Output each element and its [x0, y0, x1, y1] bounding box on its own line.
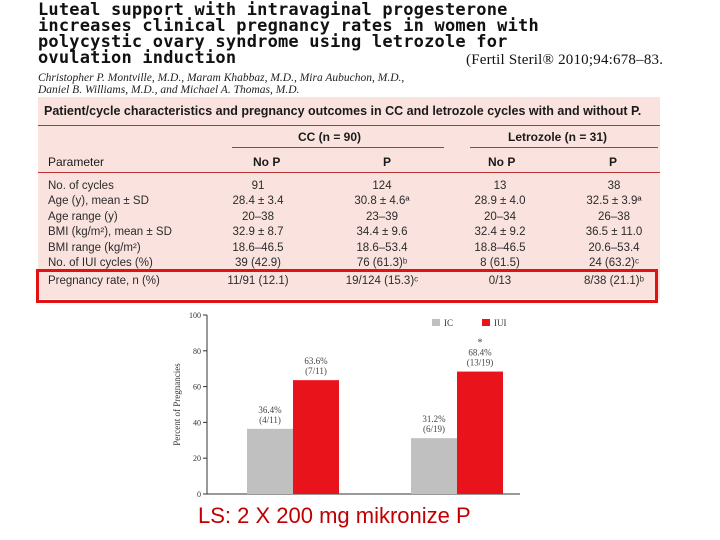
table-cell: 38 — [607, 180, 621, 192]
group-header-cc: CC (n = 90) — [298, 130, 362, 144]
data-sublabel: (4/11) — [259, 415, 281, 425]
y-tick-label: 80 — [193, 347, 201, 356]
group-rule-cc — [232, 147, 444, 148]
table-cell: 36.5 ± 11.0 — [585, 226, 643, 238]
table-cell: 32.9 ± 8.7 — [232, 226, 284, 238]
row-label: Pregnancy rate, n (%) — [48, 275, 160, 287]
data-label: 63.6% — [304, 356, 328, 366]
title-line-3: polycystic ovary syndrome using letrozol… — [38, 32, 508, 52]
table-cell: 26–38 — [598, 211, 630, 223]
row-label: No. of IUI cycles (%) — [48, 257, 153, 269]
row-label: Age range (y) — [48, 211, 118, 223]
table-cell: 24 (63.2)ᶜ — [588, 257, 640, 269]
paper-title: Luteal support with intravaginal progest… — [38, 0, 678, 69]
table-cell: 28.9 ± 4.0 — [474, 195, 526, 207]
row-label: BMI range (kg/m²) — [48, 242, 141, 254]
y-tick-label: 60 — [193, 383, 201, 392]
bar-ic — [247, 428, 293, 494]
table-cell: 39 (42.9) — [234, 257, 282, 269]
table-rule-top — [38, 125, 660, 126]
table-cell: 20–34 — [484, 211, 516, 223]
significance-star: * — [478, 338, 483, 349]
y-tick-label: 20 — [193, 454, 201, 463]
table-cell: 32.5 ± 3.9ª — [586, 195, 642, 207]
title-line-2: increases clinical pregnancy rates in wo… — [38, 16, 539, 36]
table-cell: 0/13 — [488, 275, 512, 287]
table-rule-header — [38, 172, 660, 173]
table-cell: 8/38 (21.1)ᵇ — [584, 275, 644, 287]
y-tick-label: 0 — [197, 490, 201, 499]
col-header-let-p: P — [609, 155, 618, 169]
table-cell: 19/124 (15.3)ᶜ — [345, 275, 419, 287]
table-cell: 30.8 ± 4.6ª — [354, 195, 410, 207]
table-cell: 124 — [372, 180, 392, 192]
table-cell: 76 (61.3)ᵇ — [356, 257, 408, 269]
legend-swatch — [432, 319, 440, 326]
legend-swatch — [482, 319, 490, 326]
table-title: Patient/cycle characteristics and pregna… — [44, 104, 642, 118]
table-cell: 20–38 — [242, 211, 274, 223]
table-cell: 18.8–46.5 — [474, 242, 526, 254]
col-header-parameter: Parameter — [48, 155, 105, 169]
table-cell: 91 — [251, 180, 265, 192]
authors: Christopher P. Montville, M.D., Maram Kh… — [38, 72, 678, 96]
footer-caption: LS: 2 X 200 mg mikronize P — [198, 503, 471, 528]
legend-label: IC — [444, 318, 453, 328]
table-cell: 18.6–46.5 — [232, 242, 284, 254]
y-tick-label: 40 — [193, 418, 201, 427]
y-axis-label: Percent of Pregnancies — [172, 363, 182, 446]
data-label: 31.2% — [422, 414, 446, 424]
table-cell: 13 — [493, 180, 507, 192]
table-cell: 32.4 ± 9.2 — [474, 226, 526, 238]
data-sublabel: (6/19) — [423, 424, 445, 434]
col-header-let-nop: No P — [488, 155, 516, 169]
bar-iui — [457, 371, 503, 494]
table-cell: 23–39 — [366, 211, 398, 223]
bar-ic — [411, 438, 457, 494]
authors-line-1: Christopher P. Montville, M.D., Maram Kh… — [38, 72, 405, 84]
table-cell: 18.6–53.4 — [356, 242, 408, 254]
title-line-1: Luteal support with intravaginal progest… — [38, 0, 508, 20]
data-sublabel: (7/11) — [305, 366, 327, 376]
y-tick-label: 100 — [189, 311, 201, 320]
col-header-cc-p: P — [383, 155, 392, 169]
data-label: 68.4% — [468, 348, 492, 358]
table-cell: 34.4 ± 9.6 — [356, 226, 408, 238]
data-label: 36.4% — [258, 405, 282, 415]
title-line-4: ovulation induction — [38, 48, 237, 68]
pregnancy-rate-highlight — [36, 269, 658, 303]
legend-label: IUI — [494, 318, 507, 328]
table-cell: 20.6–53.4 — [588, 242, 640, 254]
row-label: BMI (kg/m²), mean ± SD — [48, 226, 172, 238]
results-table — [38, 97, 660, 299]
bar-iui — [293, 380, 339, 494]
table-cell: 8 (61.5) — [480, 257, 520, 269]
authors-line-2: Daniel B. Williams, M.D., and Michael A.… — [38, 84, 300, 96]
data-sublabel: (13/19) — [467, 358, 494, 368]
citation: (Fertil Steril® 2010;94:678–83. — [466, 52, 664, 68]
row-label: No. of cycles — [48, 180, 114, 192]
group-header-letrozole: Letrozole (n = 31) — [508, 130, 608, 144]
row-label: Age (y), mean ± SD — [48, 195, 149, 207]
group-rule-letrozole — [470, 147, 658, 148]
col-header-cc-nop: No P — [253, 155, 281, 169]
table-cell: 28.4 ± 3.4 — [232, 195, 284, 207]
table-cell: 11/91 (12.1) — [227, 275, 289, 287]
